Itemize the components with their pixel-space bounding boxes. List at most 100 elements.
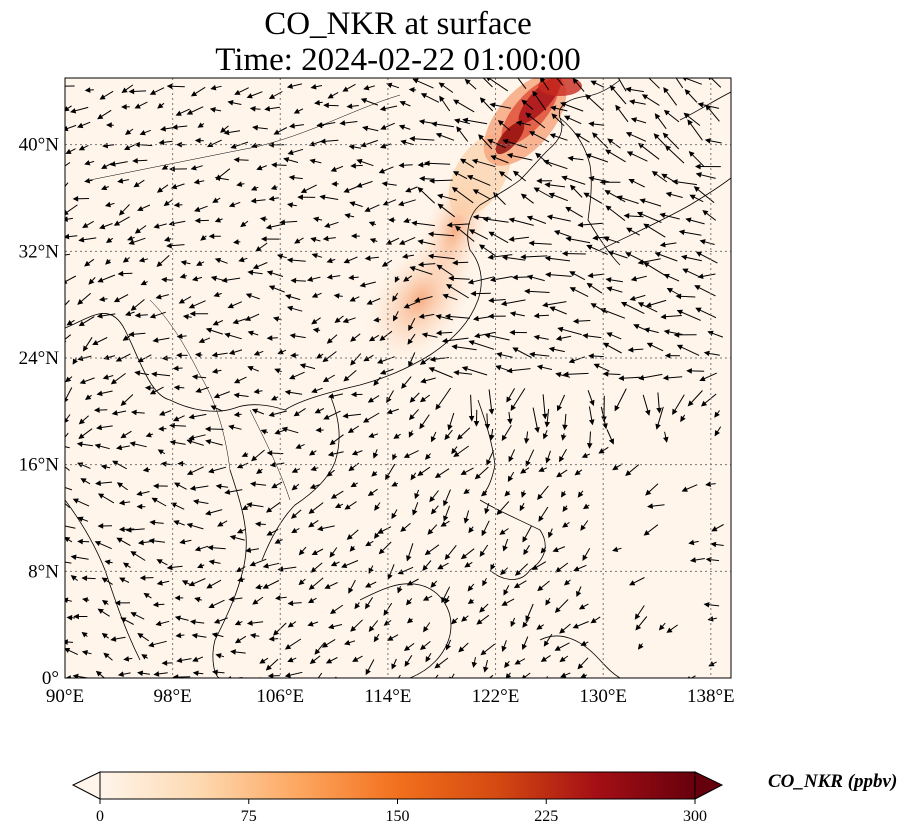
wind-arrow-head: [616, 195, 623, 201]
wind-arrow-head: [585, 153, 592, 159]
wind-arrow-head: [513, 71, 517, 75]
wind-arrow-head: [290, 352, 296, 359]
wind-arrow-head: [471, 158, 479, 165]
wind-arrow-head: [316, 122, 323, 128]
wind-arrow-head: [540, 547, 547, 554]
wind-arrow-head: [192, 656, 199, 662]
wind-arrow-head: [125, 129, 132, 135]
wind-arrow-head: [70, 575, 77, 581]
wind-arrow-head: [142, 466, 149, 473]
wind-arrow-head: [458, 646, 465, 653]
wind-arrow-head: [625, 86, 632, 93]
wind-arrow-head: [112, 460, 119, 466]
wind-arrow-head: [590, 80, 597, 86]
wind-arrow-head: [399, 100, 406, 107]
wind-arrow-head: [127, 235, 134, 241]
wind-arrow-head: [582, 333, 589, 339]
wind-arrow-head: [447, 424, 453, 431]
wind-arrow-head: [463, 517, 470, 524]
wind-arrow-head: [298, 579, 305, 586]
wind-arrow-head: [569, 184, 576, 191]
wind-arrow-head: [703, 350, 710, 357]
wind-arrow-head: [533, 334, 540, 341]
wind-arrow-head: [373, 379, 380, 386]
wind-arrow-head: [246, 620, 253, 626]
wind-arrow-head: [325, 658, 333, 664]
wind-arrow-head: [212, 320, 219, 326]
wind-arrow-head: [482, 579, 488, 587]
wind-arrow-head: [116, 482, 124, 488]
wind-arrow-head: [590, 617, 597, 624]
wind-arrow-head: [452, 171, 460, 177]
wind-arrow-head: [538, 515, 544, 522]
wind-arrow-head: [240, 221, 247, 228]
wind-arrow-head: [376, 358, 384, 364]
wind-arrow-head: [468, 229, 476, 235]
wind-arrow-head: [208, 559, 215, 565]
wind-arrow-head: [627, 347, 634, 353]
wind-arrow-head: [488, 231, 495, 237]
wind-arrow-shaft: [522, 672, 531, 678]
wind-arrow-head: [417, 261, 424, 268]
wind-arrow-head: [672, 408, 678, 415]
wind-arrow-head: [101, 599, 109, 606]
wind-arrow-head: [680, 415, 686, 423]
wind-arrow-head: [504, 661, 510, 668]
wind-arrow-head: [534, 426, 540, 433]
wind-arrow-shaft: [65, 525, 76, 529]
wind-arrow-head: [101, 577, 108, 583]
wind-arrow-head: [137, 670, 144, 676]
wind-arrow-head: [473, 420, 480, 427]
wind-arrow-head: [573, 566, 580, 572]
wind-arrow-head: [419, 175, 425, 182]
wind-arrow-head: [245, 547, 252, 553]
wind-arrow-head: [118, 209, 125, 216]
wind-arrow-head: [321, 642, 329, 648]
wind-arrow-head: [592, 235, 599, 241]
wind-arrow-head: [129, 441, 136, 447]
wind-arrow-head: [158, 139, 165, 146]
wind-arrow-head: [313, 681, 317, 686]
wind-arrow-head: [664, 145, 672, 152]
wind-arrow-head: [559, 455, 565, 463]
wind-arrow-head: [272, 629, 280, 636]
wind-arrow-head: [308, 450, 316, 456]
wind-arrow-head: [404, 660, 410, 667]
wind-arrow-head: [543, 680, 547, 684]
wind-arrow-head: [289, 374, 296, 380]
wind-arrow-head: [391, 663, 397, 670]
wind-arrow-head: [358, 682, 362, 686]
wind-arrow-head: [65, 597, 69, 604]
wind-arrow-head: [310, 465, 317, 472]
wind-arrow-head: [247, 330, 254, 336]
wind-arrow-head: [196, 260, 203, 266]
wind-arrow-head: [311, 292, 319, 298]
wind-arrow-head: [482, 216, 489, 223]
wind-arrow-head: [364, 603, 371, 610]
wind-arrow-head: [398, 162, 405, 169]
wind-arrow-head: [508, 456, 514, 463]
wind-arrow-head: [78, 236, 85, 243]
wind-arrow-head: [488, 297, 494, 304]
wind-arrow-head: [192, 670, 199, 676]
wind-arrow-head: [273, 129, 280, 135]
wind-arrow-head: [545, 599, 551, 606]
wind-arrow-head: [502, 545, 508, 552]
wind-arrow-head: [77, 516, 84, 522]
wind-arrow-head: [266, 530, 273, 536]
wind-arrow-head: [92, 339, 99, 346]
wind-arrow-head: [442, 293, 449, 300]
wind-arrow-head: [430, 508, 437, 515]
wind-arrow-head: [173, 520, 180, 526]
wind-arrow-head: [637, 643, 644, 650]
wind-arrow-head: [470, 290, 477, 297]
wind-arrow-head: [326, 470, 333, 477]
wind-arrow-head: [215, 483, 222, 490]
wind-arrow-head: [628, 179, 635, 185]
wind-arrow-head: [542, 433, 549, 440]
wind-arrow-shaft: [317, 672, 323, 678]
wind-arrow-head: [498, 171, 506, 177]
wind-arrow-head: [232, 318, 239, 325]
wind-arrow-head: [186, 469, 194, 475]
wind-arrow-head: [367, 397, 374, 403]
